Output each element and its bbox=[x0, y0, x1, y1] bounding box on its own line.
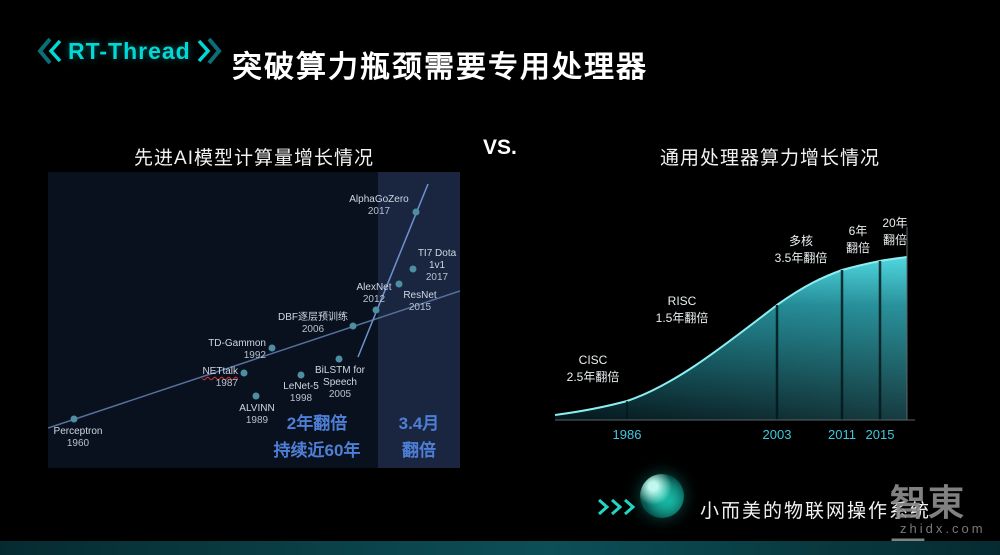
data-point bbox=[240, 369, 248, 377]
data-point bbox=[409, 265, 417, 273]
logo-text: RT-Thread bbox=[68, 37, 191, 64]
era-label-20yr: 20年 翻倍 bbox=[882, 216, 908, 247]
data-point bbox=[372, 306, 380, 314]
era-label-multicore: 多核 3.5年翻倍 bbox=[774, 234, 828, 265]
data-point bbox=[70, 415, 78, 423]
footer-tagline: 小而美的物联网操作系统 bbox=[700, 501, 932, 522]
point-label-alphagozero: AlphaGoZero 2017 bbox=[349, 194, 409, 217]
data-point bbox=[395, 280, 403, 288]
x-tick-2015: 2015 bbox=[865, 427, 895, 442]
point-label-tdgammon: TD-Gammon 1992 bbox=[208, 338, 266, 361]
annotation-2yr-doubling: 2年翻倍 持续近60年 bbox=[273, 414, 361, 460]
logo-right-chevrons-icon bbox=[197, 37, 222, 65]
point-label-dbf: DBF逐层预训练 2006 bbox=[278, 312, 348, 335]
logo-left-chevrons-icon bbox=[37, 37, 62, 65]
data-point bbox=[335, 355, 343, 363]
data-point bbox=[268, 344, 276, 352]
data-point bbox=[252, 392, 260, 400]
triple-chevron-icon bbox=[597, 498, 639, 521]
point-label-bilstm: BiLSTM for Speech 2005 bbox=[314, 365, 365, 400]
ai-compute-chart: Perceptron 1960 NETtalk 1987 ALVINN 1989… bbox=[48, 172, 460, 468]
modern-era-panel bbox=[378, 172, 460, 468]
x-tick-2003: 2003 bbox=[762, 427, 792, 442]
point-label-resnet: ResNet 2015 bbox=[403, 290, 437, 313]
point-label-alexnet: AlexNet 2012 bbox=[356, 282, 392, 305]
data-point bbox=[297, 371, 305, 379]
point-label-ti7-dota: TI7 Dota 1v1 2017 bbox=[417, 248, 457, 283]
data-point bbox=[412, 208, 420, 216]
era-label-cisc: CISC 2.5年翻倍 bbox=[566, 353, 620, 384]
point-label-perceptron: Perceptron 1960 bbox=[53, 426, 103, 449]
point-label-nettalk: NETtalk 1987 bbox=[202, 366, 238, 389]
data-point bbox=[349, 322, 357, 330]
annotation-3-4mo-doubling: 3.4月 翻倍 bbox=[398, 414, 440, 460]
era-label-risc: RISC 1.5年翻倍 bbox=[655, 294, 709, 325]
cpu-area-plot bbox=[554, 227, 915, 421]
page-title: 突破算力瓶颈需要专用处理器 bbox=[232, 51, 648, 84]
globe-icon bbox=[640, 474, 684, 518]
x-tick-2011: 2011 bbox=[828, 427, 856, 442]
cpu-growth-chart: CISC 2.5年翻倍 RISC 1.5年翻倍 多核 3.5年翻倍 6年 翻倍 … bbox=[554, 195, 915, 455]
era-label-6yr: 6年 翻倍 bbox=[845, 224, 870, 255]
vs-label: VS. bbox=[483, 136, 517, 159]
bottom-accent-bar bbox=[0, 541, 1000, 555]
point-label-lenet5: LeNet-5 1998 bbox=[283, 381, 319, 404]
rt-thread-logo: RT-Thread bbox=[36, 36, 223, 66]
point-label-alvinn: ALVINN 1989 bbox=[239, 403, 275, 426]
right-chart-title: 通用处理器算力增长情况 bbox=[659, 148, 880, 169]
x-tick-1986: 1986 bbox=[612, 427, 642, 442]
watermark-site: zhidx.com bbox=[900, 521, 986, 536]
left-chart-title: 先进AI模型计算量增长情况 bbox=[134, 148, 374, 169]
